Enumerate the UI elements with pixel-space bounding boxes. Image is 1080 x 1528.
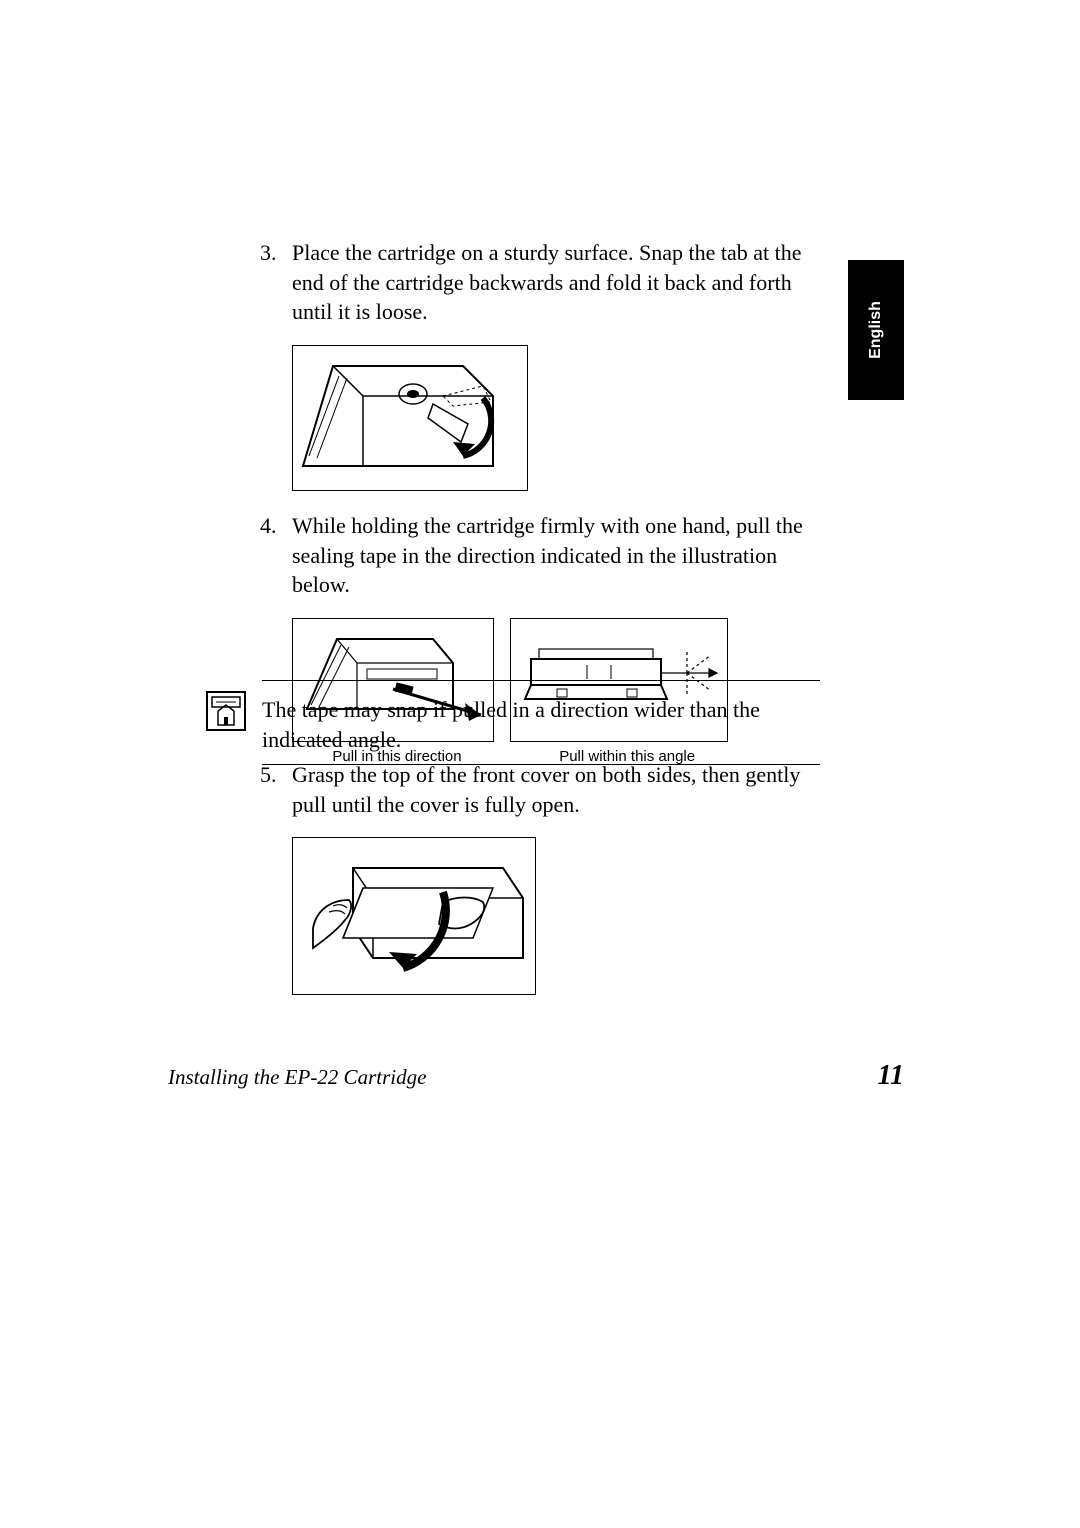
footer-page-number: 11 (878, 1060, 904, 1092)
step-3-number: 3. (260, 238, 292, 327)
step-4-number: 4. (260, 511, 292, 600)
figure-open-cover (292, 837, 536, 995)
figure-row-1 (292, 345, 820, 491)
language-tab: English (848, 260, 904, 400)
step-3: 3. Place the cartridge on a sturdy surfa… (260, 238, 820, 327)
step-4-text: While holding the cartridge firmly with … (292, 511, 820, 600)
cartridge-tab-illustration (293, 346, 529, 492)
note-icon (206, 691, 246, 731)
step-5-text: Grasp the top of the front cover on both… (292, 760, 820, 819)
footer-title: Installing the EP-22 Cartridge (168, 1065, 426, 1090)
step-5-block: 5. Grasp the top of the front cover on b… (260, 760, 820, 1015)
figure-cartridge-tab (292, 345, 528, 491)
language-tab-label: English (867, 301, 885, 359)
step-4: 4. While holding the cartridge firmly wi… (260, 511, 820, 600)
step-3-text: Place the cartridge on a sturdy surface.… (292, 238, 820, 327)
note-text: The tape may snap if pulled in a directi… (262, 691, 820, 754)
page-footer: Installing the EP-22 Cartridge 11 (168, 1060, 904, 1092)
figure-row-3 (292, 837, 820, 995)
note-block: The tape may snap if pulled in a directi… (206, 680, 820, 765)
step-5: 5. Grasp the top of the front cover on b… (260, 760, 820, 819)
step-5-number: 5. (260, 760, 292, 819)
open-cover-illustration (293, 838, 537, 996)
note-rule-top (262, 680, 820, 681)
manual-page: English 3. Place the cartridge on a stur… (0, 0, 1080, 1528)
